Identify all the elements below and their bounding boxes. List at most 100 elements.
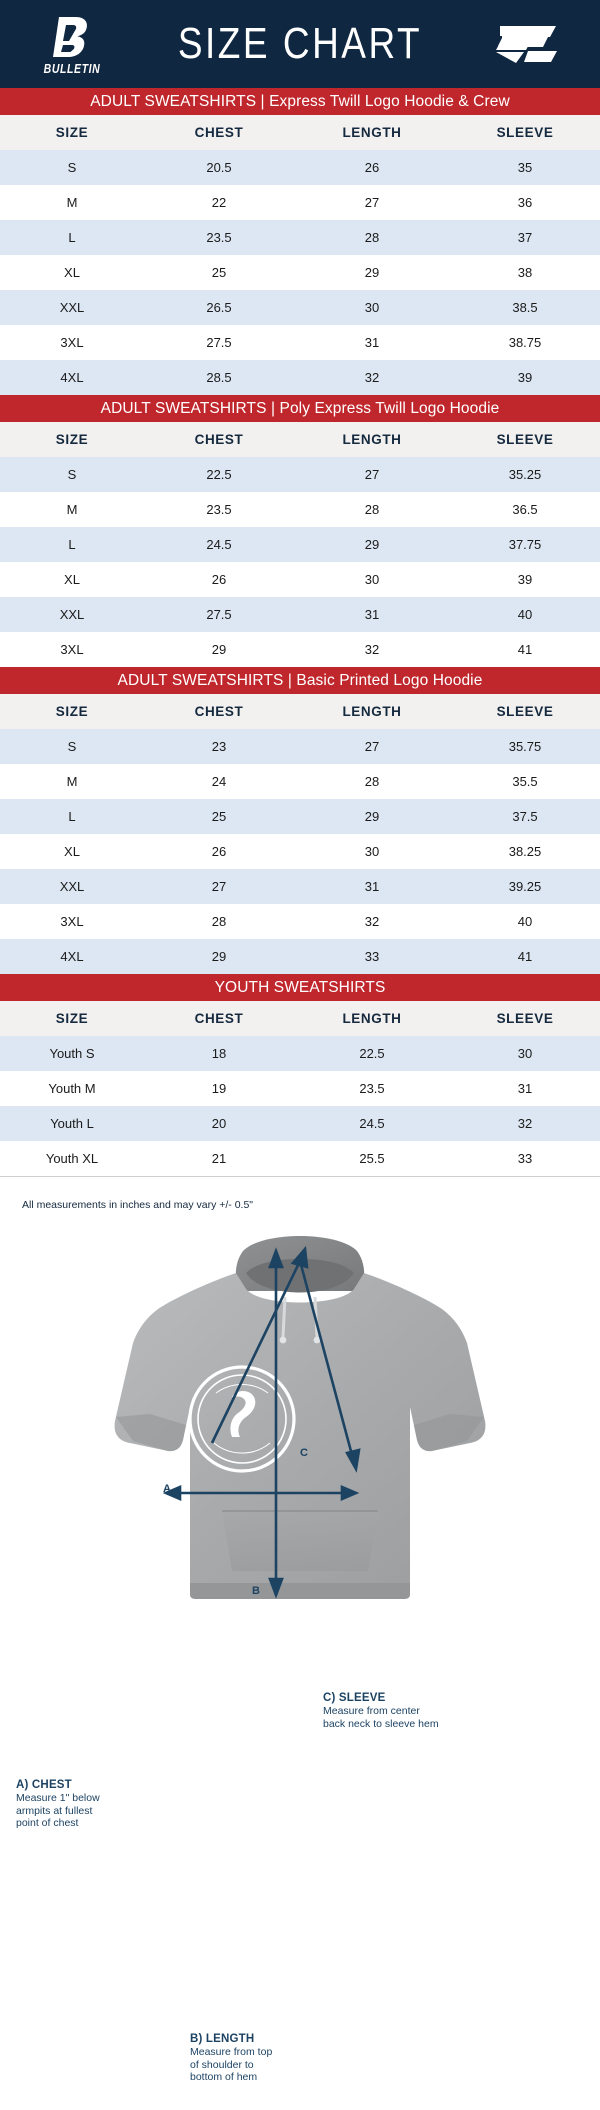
table-cell: 37.75 — [450, 527, 600, 562]
table-cell: 24.5 — [294, 1106, 450, 1141]
chest-measure-arrow — [162, 1485, 360, 1501]
table-cell: XXL — [0, 869, 144, 904]
table-row: 3XL 28 32 40 — [0, 904, 600, 939]
table-cell: 32 — [294, 904, 450, 939]
hoodie-illustration — [114, 1236, 486, 1599]
size-table: SIZE CHEST LENGTH SLEEVE S 22.5 27 35.25 M 23.5 28… — [0, 422, 600, 667]
section-banner: ADULT SWEATSHIRTS | Express Twill Logo H… — [0, 88, 600, 115]
table-cell: 39 — [450, 562, 600, 597]
table-cell: 39 — [450, 360, 600, 395]
table-row: Youth XL 21 25.5 33 — [0, 1141, 600, 1176]
sleeve-marker-letter: C — [300, 1447, 308, 1459]
table-row: L 25 29 37.5 — [0, 799, 600, 834]
table-cell: 29 — [294, 255, 450, 290]
table-cell: 40 — [450, 597, 600, 632]
bulletin-logo: BULLETIN — [24, 14, 120, 76]
table-cell: 35.5 — [450, 764, 600, 799]
table-cell: 23.5 — [294, 1071, 450, 1106]
column-header-chest: CHEST — [144, 422, 294, 457]
table-cell: 27.5 — [144, 597, 294, 632]
table-cell: XL — [0, 562, 144, 597]
size-sections: ADULT SWEATSHIRTS | Express Twill Logo H… — [0, 88, 600, 1176]
annotation-chest-desc: Measure 1" below armpits at fullest poin… — [16, 1792, 100, 1829]
table-row: S 23 27 35.75 — [0, 729, 600, 764]
bulletin-b-icon — [49, 14, 95, 60]
annotation-sleeve: C) SLEEVE Measure from center back neck … — [323, 1692, 439, 1730]
table-cell: 36 — [450, 185, 600, 220]
table-cell: 35 — [450, 150, 600, 185]
table-cell: 28 — [144, 904, 294, 939]
table-cell: 3XL — [0, 904, 144, 939]
table-cell: 38.25 — [450, 834, 600, 869]
table-cell: 28 — [294, 220, 450, 255]
table-cell: 27 — [144, 869, 294, 904]
table-cell: 30 — [294, 290, 450, 325]
table-cell: L — [0, 527, 144, 562]
table-cell: 23 — [144, 729, 294, 764]
length-marker-letter: B — [252, 1585, 260, 1597]
table-row: XXL 27 31 39.25 — [0, 869, 600, 904]
table-cell: 35.25 — [450, 457, 600, 492]
table-cell: M — [0, 764, 144, 799]
column-header-length: LENGTH — [294, 422, 450, 457]
size-table: SIZE CHEST LENGTH SLEEVE S 23 27 35.75 M 24 28 35.5… — [0, 694, 600, 974]
table-cell: 22 — [144, 185, 294, 220]
table-cell: 31 — [294, 869, 450, 904]
page-header: BULLETIN SIZE CHART — [0, 0, 600, 88]
table-row: 4XL 28.5 32 39 — [0, 360, 600, 395]
table-row: 3XL 27.5 31 38.75 — [0, 325, 600, 360]
table-cell: 41 — [450, 632, 600, 667]
table-row: 4XL 29 33 41 — [0, 939, 600, 974]
table-cell: 41 — [450, 939, 600, 974]
table-header-row: SIZE CHEST LENGTH SLEEVE — [0, 1001, 600, 1036]
table-cell: 3XL — [0, 325, 144, 360]
bulletin-wordmark: BULLETIN — [43, 61, 101, 76]
table-cell: 28 — [294, 764, 450, 799]
table-cell: XL — [0, 834, 144, 869]
garment-chest-logo — [188, 1365, 296, 1473]
table-cell: 37 — [450, 220, 600, 255]
table-cell: L — [0, 220, 144, 255]
table-row: XXL 26.5 30 38.5 — [0, 290, 600, 325]
table-cell: XL — [0, 255, 144, 290]
measurement-footnote: All measurements in inches and may vary … — [22, 1199, 254, 1211]
length-measure-arrow — [268, 1247, 284, 1599]
table-cell: 24 — [144, 764, 294, 799]
table-row: Youth S 18 22.5 30 — [0, 1036, 600, 1071]
table-cell: 4XL — [0, 360, 144, 395]
table-cell: 29 — [294, 527, 450, 562]
annotation-length-title: B) LENGTH — [190, 2033, 255, 2045]
table-cell: 28 — [294, 492, 450, 527]
table-cell: 31 — [294, 325, 450, 360]
table-cell: 26 — [144, 834, 294, 869]
table-cell: 20.5 — [144, 150, 294, 185]
table-cell: 38.75 — [450, 325, 600, 360]
column-header-sleeve: SLEEVE — [450, 1001, 600, 1036]
table-row: 3XL 29 32 41 — [0, 632, 600, 667]
table-row: M 22 27 36 — [0, 185, 600, 220]
table-cell: 38.5 — [450, 290, 600, 325]
annotation-sleeve-title: C) SLEEVE — [323, 1692, 386, 1704]
section-banner: YOUTH SWEATSHIRTS — [0, 974, 600, 1001]
table-cell: 31 — [294, 597, 450, 632]
table-cell: Youth L — [0, 1106, 144, 1141]
column-header-sleeve: SLEEVE — [450, 694, 600, 729]
table-cell: 28.5 — [144, 360, 294, 395]
table-row: XL 25 29 38 — [0, 255, 600, 290]
column-header-sleeve: SLEEVE — [450, 422, 600, 457]
table-cell: 19 — [144, 1071, 294, 1106]
table-cell: 27.5 — [144, 325, 294, 360]
table-cell: Youth XL — [0, 1141, 144, 1176]
s3-logo — [480, 20, 576, 68]
table-cell: 3XL — [0, 632, 144, 667]
table-cell: 33 — [450, 1141, 600, 1176]
table-cell: 30 — [450, 1036, 600, 1071]
table-cell: 37.5 — [450, 799, 600, 834]
size-table: SIZE CHEST LENGTH SLEEVE S 20.5 26 35 M 22 27 36 L 23… — [0, 115, 600, 395]
column-header-size: SIZE — [0, 694, 144, 729]
table-header-row: SIZE CHEST LENGTH SLEEVE — [0, 115, 600, 150]
table-row: Youth L 20 24.5 32 — [0, 1106, 600, 1141]
table-row: M 24 28 35.5 — [0, 764, 600, 799]
table-cell: 38 — [450, 255, 600, 290]
table-cell: 25 — [144, 799, 294, 834]
